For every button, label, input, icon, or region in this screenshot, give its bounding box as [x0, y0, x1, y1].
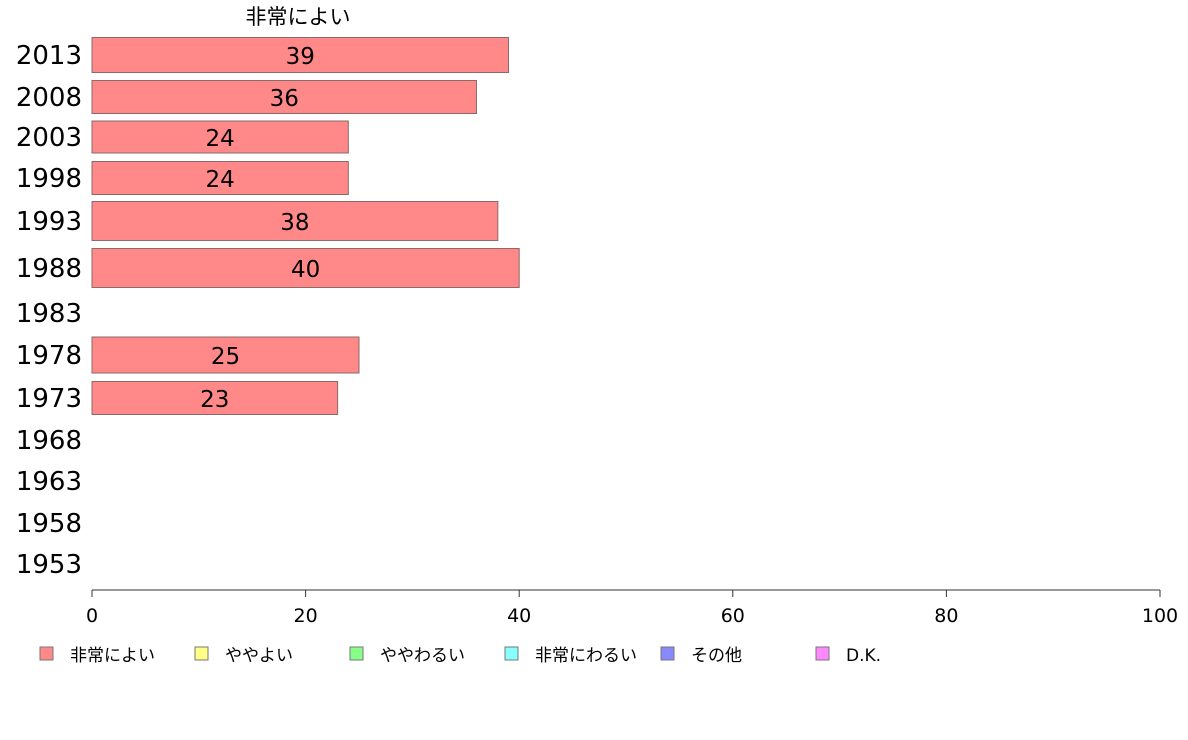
legend-swatch-4 — [660, 646, 675, 661]
y-tick-label-1988: 1988 — [16, 254, 82, 284]
x-tick-label-20: 20 — [294, 605, 318, 627]
y-tick-label-2003: 2003 — [16, 123, 82, 153]
bar-value-label-2013: 39 — [286, 44, 315, 70]
bar-value-label-2003: 24 — [206, 126, 235, 152]
x-tick-label-80: 80 — [934, 605, 958, 627]
legend-label-2: ややわるい — [380, 646, 465, 666]
y-tick-label-1983: 1983 — [16, 299, 82, 329]
y-tick-label-1953: 1953 — [16, 550, 82, 580]
bar-value-label-1998: 24 — [206, 167, 235, 193]
bar-1998 — [91, 161, 349, 195]
legend-swatch-0 — [39, 646, 54, 661]
y-tick-label-2008: 2008 — [16, 83, 82, 113]
y-tick-label-1958: 1958 — [16, 509, 82, 539]
y-tick-label-2013: 2013 — [16, 41, 82, 71]
x-axis: 0 20 40 60 80 100 — [86, 589, 1178, 627]
legend-swatch-5 — [815, 646, 830, 661]
y-tick-label-1993: 1993 — [16, 207, 82, 237]
bar-2013 — [91, 37, 510, 73]
legend-swatch-2 — [349, 646, 364, 661]
legend: 非常によい ややよい ややわるい 非常にわるい その他 D.K. — [39, 646, 881, 666]
bar-1978 — [91, 336, 360, 374]
legend-label-3: 非常にわるい — [535, 646, 637, 666]
bar-value-label-1978: 25 — [211, 344, 240, 370]
y-axis-labels: 2013 2008 2003 1998 1993 1988 1983 1978 1973 1968… — [16, 41, 82, 580]
bar-1993 — [91, 201, 499, 241]
legend-label-4: その他 — [691, 646, 742, 666]
bar-value-label-1988: 40 — [291, 257, 320, 283]
x-tick-label-0: 0 — [86, 605, 98, 627]
bar-1988 — [91, 248, 520, 288]
bar-value-label-1993: 38 — [280, 210, 309, 236]
bar-value-label-2008: 36 — [270, 86, 299, 112]
legend-label-5: D.K. — [846, 646, 881, 666]
legend-label-1: ややよい — [225, 646, 293, 666]
x-tick-label-100: 100 — [1142, 605, 1178, 627]
x-tick-label-40: 40 — [507, 605, 531, 627]
bar-1973 — [91, 381, 339, 415]
y-tick-label-1963: 1963 — [16, 467, 82, 497]
y-tick-label-1968: 1968 — [16, 426, 82, 456]
chart-title: 非常によい — [246, 5, 351, 29]
bar-2003 — [91, 120, 349, 154]
y-tick-label-1998: 1998 — [16, 164, 82, 194]
legend-swatch-3 — [504, 646, 519, 661]
legend-label-0: 非常によい — [70, 646, 155, 666]
bar-value-label-1973: 23 — [200, 387, 229, 413]
legend-swatch-1 — [194, 646, 209, 661]
bar-2008 — [91, 80, 477, 114]
bars-layer: 39 36 24 24 38 40 25 23 — [91, 37, 520, 415]
x-tick-label-60: 60 — [721, 605, 745, 627]
y-tick-label-1973: 1973 — [16, 384, 82, 414]
y-tick-label-1978: 1978 — [16, 341, 82, 371]
